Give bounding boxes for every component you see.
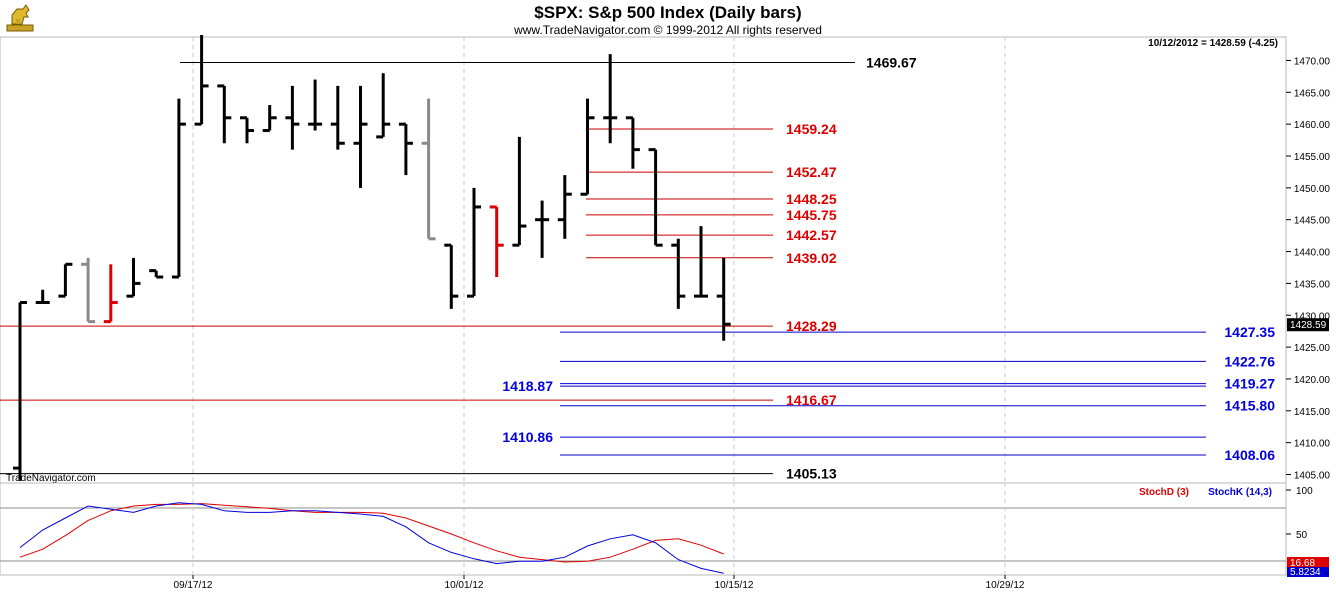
level-label: 1419.27 [1224, 376, 1275, 392]
stochd-value-label: 16.68 [1290, 558, 1315, 569]
x-axis: 09/17/12 10/01/12 10/15/12 10/29/12 [174, 575, 1025, 591]
level-label: 1415.80 [1224, 398, 1275, 414]
level-label: 1448.25 [786, 191, 837, 207]
price-ytick-label: 1460.00 [1294, 120, 1331, 131]
stochk-value-label: 5.8234 [1290, 567, 1321, 578]
stoch-legend: StochD (3) StochK (14,3) [1139, 487, 1272, 498]
price-ytick-label: 1425.00 [1294, 343, 1331, 354]
stoch-axis: 100 50 16.685.8234 [1286, 486, 1329, 578]
last-price-tag-label: 1428.59 [1290, 320, 1327, 331]
price-ytick-label: 1445.00 [1294, 216, 1331, 227]
price-ytick-label: 1410.00 [1294, 439, 1331, 450]
level-label: 1422.76 [1224, 353, 1275, 369]
price-ytick-label: 1405.00 [1294, 471, 1331, 482]
chart-title: $SPX: S&p 500 Index (Daily bars) [534, 3, 801, 22]
stochd-value-tag [1287, 557, 1329, 568]
level-label: 1459.24 [786, 121, 837, 137]
price-ytick-label: 1435.00 [1294, 279, 1331, 290]
price-ytick-label: 1420.00 [1294, 375, 1331, 386]
level-label: 1405.13 [786, 466, 837, 482]
level-label: 1452.47 [786, 164, 837, 180]
stoch-panel-frame [0, 482, 1287, 576]
stoch-ytick-label: 50 [1296, 530, 1308, 541]
price-ytick-label: 1465.00 [1294, 88, 1331, 99]
price-ytick-label: 1450.00 [1294, 184, 1331, 195]
stoch-series-line [19, 503, 724, 563]
logo-icon [6, 4, 34, 32]
legend-stochd: StochD (3) [1139, 487, 1189, 498]
level-label: 1428.29 [786, 318, 837, 334]
level-label: 1408.06 [1224, 447, 1275, 463]
level-label: 1418.87 [502, 378, 553, 394]
stoch-lines [19, 502, 724, 574]
level-label: 1439.02 [786, 250, 837, 266]
x-tick-label: 10/15/12 [715, 580, 754, 591]
level-label: 1416.67 [786, 392, 837, 408]
level-label: 1442.57 [786, 227, 837, 243]
last-bar-readout: 10/12/2012 = 1428.59 (-4.25) [1148, 38, 1278, 49]
price-ytick-label: 1430.00 [1294, 311, 1331, 322]
chart-subtitle: www.TradeNavigator.com © 1999-2012 All r… [513, 23, 822, 37]
price-ytick-label: 1440.00 [1294, 248, 1331, 259]
price-ytick-label: 1455.00 [1294, 152, 1331, 163]
x-tick-label: 10/01/12 [445, 580, 484, 591]
stochk-value-tag [1287, 567, 1329, 577]
level-label: 1410.86 [502, 429, 553, 445]
price-ytick-label: 1415.00 [1294, 407, 1331, 418]
level-label: 1469.67 [866, 55, 917, 71]
watermark: TradeNavigator.com [6, 473, 96, 484]
price-bars [13, 34, 731, 481]
x-tick-label: 09/17/12 [174, 580, 213, 591]
stoch-ytick-label: 100 [1296, 486, 1313, 497]
price-panel-frame [0, 36, 1287, 484]
price-grid [192, 37, 1006, 483]
stoch-series-line [19, 502, 724, 574]
level-label: 1427.35 [1224, 324, 1275, 340]
level-label: 1445.75 [786, 207, 837, 223]
price-axis: 1405.00 1410.00 1415.00 1420.00 1425.00 1430.… [1286, 56, 1331, 482]
last-price-tag [1287, 318, 1329, 332]
x-tick-label: 10/29/12 [986, 580, 1025, 591]
price-ytick-label: 1470.00 [1294, 56, 1331, 67]
legend-stochk: StochK (14,3) [1208, 487, 1272, 498]
